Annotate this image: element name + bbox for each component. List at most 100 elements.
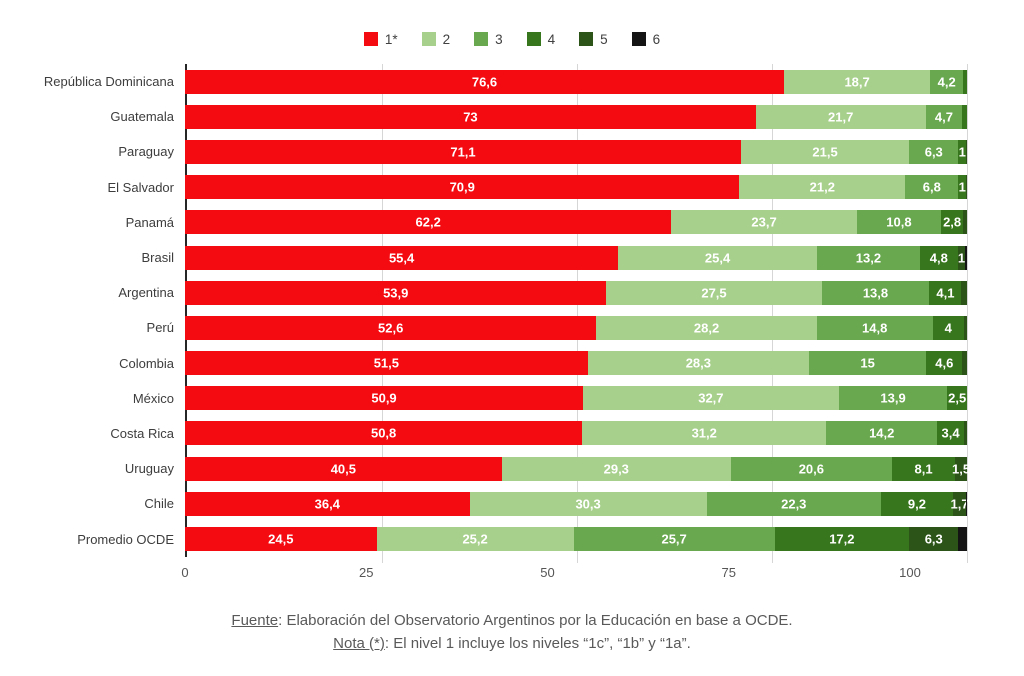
bar-segment-level-1: 71,1 — [185, 139, 741, 164]
legend-swatch-icon — [474, 32, 489, 46]
bar-segment-level-2: 28,2 — [596, 315, 817, 340]
bar-segment-level-4: 9,2 — [880, 491, 953, 516]
segment-value-label: 8,1 — [914, 461, 933, 477]
bar-segment-level-3: 13,2 — [816, 245, 921, 270]
bar-segment-level-1: 53,9 — [185, 280, 607, 305]
segment-value-label: 4,7 — [934, 109, 953, 125]
category-label: Costa Rica — [110, 425, 174, 441]
bar-row: Uruguay 40,5 29,3 20,6 8,1 1,5 — [0, 451, 971, 486]
bar-track: 55,4 25,4 13,2 4,8 1 — [185, 245, 967, 270]
legend-swatch-icon — [631, 32, 646, 46]
segment-value-label: 14,8 — [862, 320, 888, 336]
bar-row: Brasil 55,4 25,4 13,2 4,8 1 — [0, 240, 967, 275]
legend-label: 6 — [652, 31, 661, 47]
bar-segment-level-4: 3,4 — [937, 421, 964, 446]
bar-track: 24,5 25,2 25,7 17,2 6,3 — [185, 527, 967, 552]
bar-segment-level-3: 10,8 — [856, 210, 942, 235]
gridline — [967, 64, 968, 563]
bar-segment-level-1: 51,5 — [185, 351, 588, 376]
bar-row: Argentina 53,9 27,5 13,8 4,1 — [0, 275, 967, 310]
category-label: Argentina — [118, 285, 174, 301]
bar-track: 53,9 27,5 13,8 4,1 — [185, 280, 967, 305]
legend: 1* 2 3 4 5 6 — [0, 0, 1024, 50]
segment-value-label: 6,8 — [922, 179, 941, 195]
bar-track: 52,6 28,2 14,8 4 — [185, 315, 967, 340]
bar-segment-level-1: 76,6 — [185, 69, 784, 94]
legend-swatch-icon — [579, 32, 594, 46]
segment-value-label: 50,8 — [370, 425, 397, 441]
segment-value-label: 31,2 — [691, 425, 717, 441]
x-axis-tick-label: 100 — [899, 564, 921, 580]
footer-note: Nota (*): El nivel 1 incluye los niveles… — [0, 632, 1024, 655]
segment-value-label: 1,5 — [952, 461, 971, 477]
bar-segment-level-4: 1 — [958, 139, 967, 164]
legend-swatch-icon — [526, 32, 541, 46]
bar-segment-level-2: 25,4 — [618, 245, 817, 270]
segment-value-label: 27,5 — [701, 285, 727, 301]
category-label: Panamá — [125, 214, 174, 230]
bar-track: 71,1 21,5 6,3 1 — [185, 139, 967, 164]
bar-segment-level-5 — [963, 210, 967, 235]
bar-row: Paraguay 71,1 21,5 6,3 1 — [0, 134, 967, 169]
bar-segment-level-3: 6,8 — [905, 175, 959, 200]
bar-row: Chile 36,4 30,3 22,3 9,2 1,7 — [0, 486, 969, 521]
segment-value-label: 62,2 — [415, 214, 441, 230]
segment-value-label: 52,6 — [378, 320, 404, 336]
segment-value-label: 1 — [958, 144, 966, 160]
legend-item: 4 — [526, 31, 556, 47]
x-axis-tick-label: 50 — [540, 564, 555, 580]
bar-segment-level-1: 62,2 — [185, 210, 672, 235]
segment-value-label: 29,3 — [603, 461, 629, 477]
bar-track: 40,5 29,3 20,6 8,1 1,5 — [185, 456, 971, 481]
bar-track: 36,4 30,3 22,3 9,2 1,7 — [185, 491, 969, 516]
bar-segment-level-4: 4,8 — [920, 245, 958, 270]
bar-row: Perú 52,6 28,2 14,8 4 — [0, 310, 967, 345]
bar-segment-level-5 — [961, 280, 967, 305]
bar-segment-level-1: 36,4 — [185, 491, 470, 516]
bar-segment-level-3: 4,2 — [930, 69, 964, 94]
segment-value-label: 18,7 — [844, 74, 870, 90]
segment-value-label: 14,2 — [869, 425, 895, 441]
segment-value-label: 32,7 — [698, 390, 724, 406]
bar-segment-level-5 — [962, 351, 967, 376]
segment-value-label: 71,1 — [450, 144, 476, 160]
bar-row: México 50,9 32,7 13,9 2,5 — [0, 381, 967, 416]
segment-value-label: 13,2 — [855, 250, 882, 266]
bar-segment-level-4 — [962, 104, 967, 129]
bar-segment-level-4: 2,5 — [947, 386, 967, 411]
bar-segment-level-6 — [966, 491, 967, 516]
bar-row: República Dominicana 76,6 18,7 4,2 — [0, 64, 967, 99]
x-axis-tick-label: 0 — [181, 564, 189, 580]
segment-value-label: 28,2 — [693, 320, 720, 336]
bar-segment-level-6 — [965, 245, 967, 270]
segment-value-label: 51,5 — [373, 355, 400, 371]
bar-segment-level-1: 70,9 — [185, 175, 740, 200]
stacked-bar-chart: República Dominicana 76,6 18,7 4,2 Guatemala… — [0, 64, 1024, 583]
category-label: Promedio OCDE — [77, 531, 174, 547]
bar-segment-level-2: 23,7 — [671, 210, 857, 235]
bar-segment-level-3: 15 — [809, 351, 927, 376]
bar-segment-level-4: 1 — [958, 175, 967, 200]
bar-track: 51,5 28,3 15 4,6 — [185, 351, 967, 376]
bar-segment-level-2: 21,5 — [741, 139, 910, 164]
legend-label: 4 — [547, 31, 556, 47]
legend-label: 2 — [442, 31, 451, 47]
category-label: Brasil — [141, 250, 174, 266]
segment-value-label: 4,1 — [936, 285, 955, 301]
segment-value-label: 4,6 — [935, 355, 954, 371]
segment-value-label: 4,2 — [937, 74, 956, 90]
bar-segment-level-6 — [958, 527, 967, 552]
segment-value-label: 30,3 — [575, 496, 601, 512]
bar-track: 50,8 31,2 14,2 3,4 — [185, 421, 967, 446]
bar-segment-level-3: 22,3 — [706, 491, 881, 516]
category-label: Perú — [146, 320, 174, 336]
segment-value-label: 13,8 — [862, 285, 889, 301]
bar-segment-level-1: 24,5 — [185, 527, 377, 552]
bar-segment-level-2: 28,3 — [587, 351, 810, 376]
category-label: El Salvador — [107, 179, 174, 195]
bar-row: Panamá 62,2 23,7 10,8 2,8 — [0, 205, 967, 240]
bar-track: 50,9 32,7 13,9 2,5 — [185, 386, 967, 411]
category-label: Guatemala — [110, 109, 174, 125]
segment-value-label: 22,3 — [781, 496, 807, 512]
legend-item: 2 — [421, 31, 451, 47]
